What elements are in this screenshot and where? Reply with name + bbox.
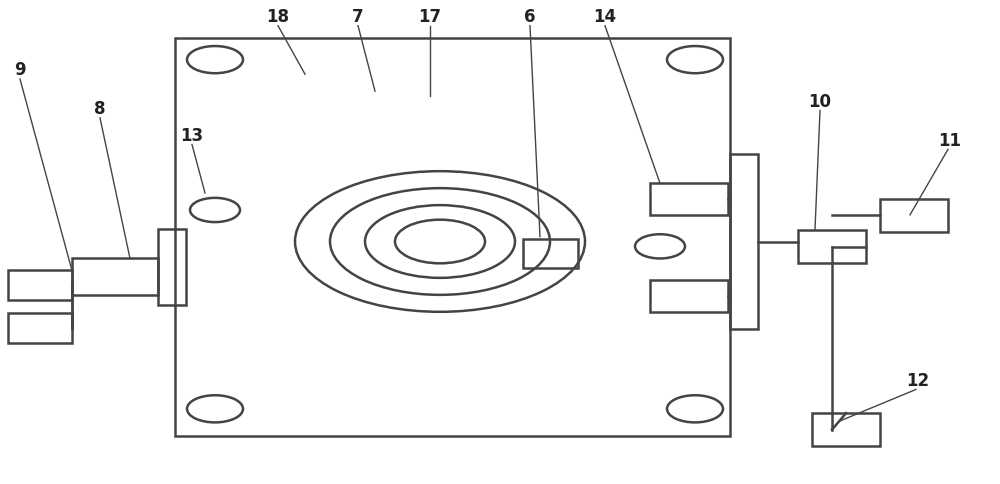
Text: 9: 9 xyxy=(14,61,26,79)
Bar xyxy=(8,270,72,300)
Bar xyxy=(523,240,578,269)
Bar xyxy=(175,39,730,436)
Text: 17: 17 xyxy=(418,8,442,26)
Bar xyxy=(72,259,158,295)
Bar xyxy=(8,314,72,344)
Bar xyxy=(158,230,186,305)
Bar xyxy=(650,184,728,215)
Bar xyxy=(798,231,866,264)
Text: 6: 6 xyxy=(524,8,536,26)
Bar xyxy=(880,199,948,232)
Text: 12: 12 xyxy=(906,371,930,389)
Text: 8: 8 xyxy=(94,100,106,118)
Text: 11: 11 xyxy=(938,131,962,150)
Text: 18: 18 xyxy=(267,8,290,26)
Text: 14: 14 xyxy=(593,8,617,26)
Bar xyxy=(730,155,758,329)
Text: 7: 7 xyxy=(352,8,364,26)
Text: 13: 13 xyxy=(180,126,204,145)
Text: 10: 10 xyxy=(808,92,832,111)
Bar xyxy=(650,281,728,312)
Bar xyxy=(812,413,880,446)
